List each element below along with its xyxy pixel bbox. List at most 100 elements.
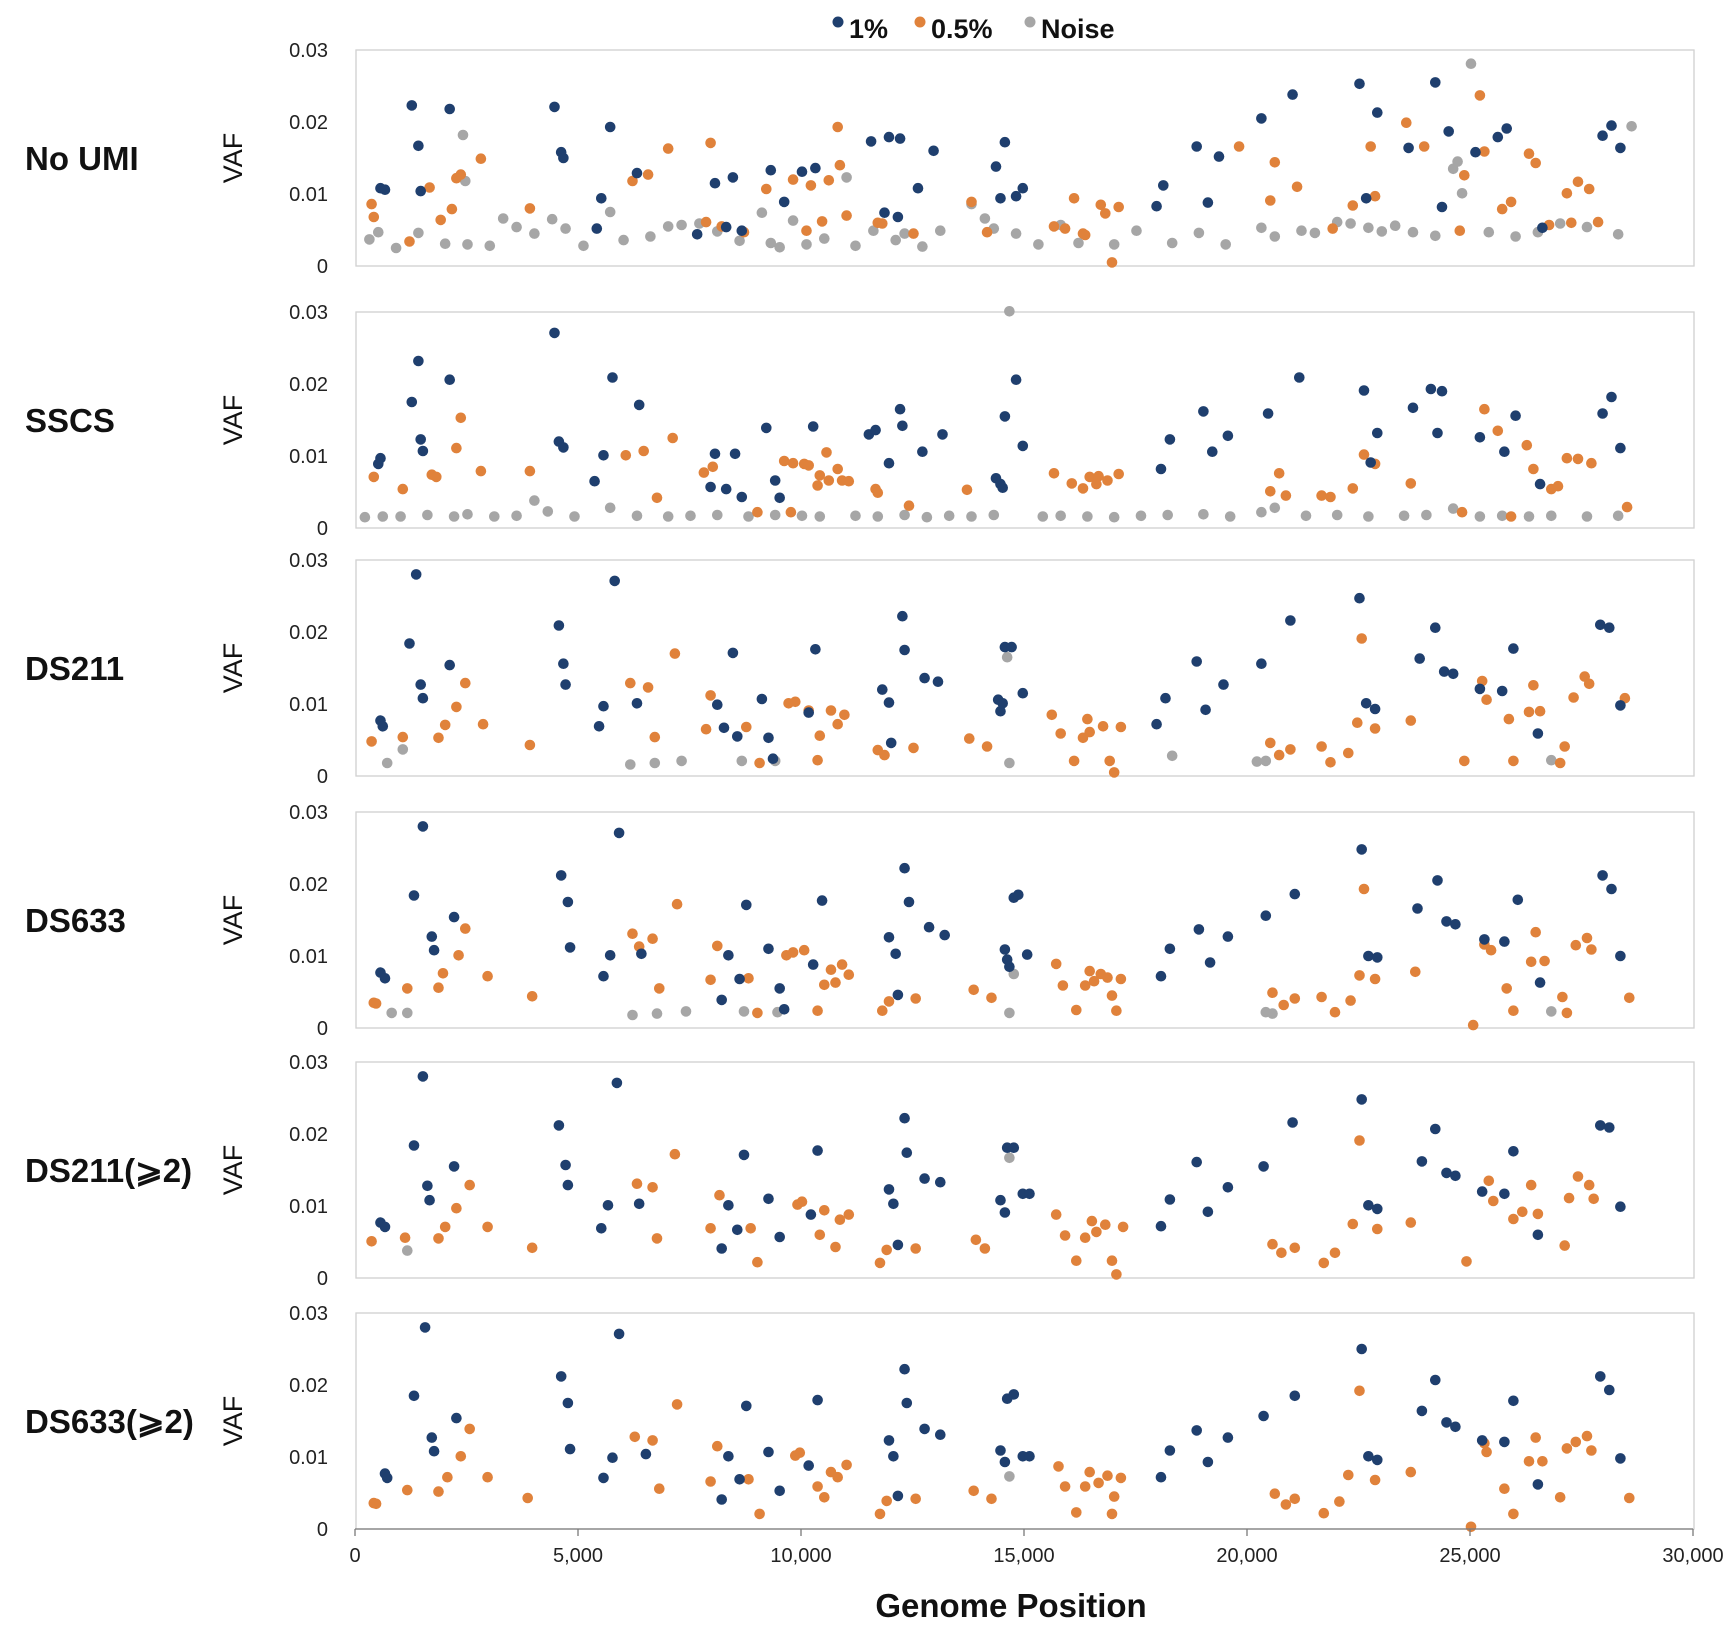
data-point	[654, 983, 665, 994]
data-point	[814, 470, 826, 481]
data-point	[1280, 1499, 1292, 1510]
data-point	[671, 1399, 683, 1410]
data-point	[1369, 973, 1381, 985]
data-point	[1454, 225, 1466, 236]
data-point	[1546, 510, 1557, 522]
data-point	[769, 475, 781, 486]
data-point	[460, 677, 471, 689]
data-point	[897, 420, 908, 432]
data-point	[1327, 223, 1338, 234]
data-point	[700, 723, 712, 735]
data-point	[1492, 425, 1504, 437]
data-point	[910, 1243, 921, 1254]
data-point	[995, 1445, 1006, 1456]
data-point	[1530, 1432, 1541, 1443]
data-point	[1202, 1206, 1214, 1218]
data-point	[1369, 1474, 1381, 1486]
data-point	[1017, 687, 1029, 699]
data-point	[1100, 208, 1111, 219]
data-point	[640, 1448, 652, 1460]
data-point	[1586, 457, 1597, 469]
data-point	[741, 899, 752, 911]
data-point	[564, 1443, 576, 1455]
data-point	[422, 509, 433, 521]
legend-marker-2	[1024, 16, 1036, 28]
data-point	[910, 1493, 921, 1505]
data-point	[705, 137, 716, 149]
data-point	[662, 511, 674, 522]
data-point	[428, 944, 440, 956]
data-point	[1106, 990, 1118, 1001]
panel-label: No UMI	[25, 140, 139, 177]
data-point	[1068, 755, 1080, 767]
data-point	[877, 1005, 888, 1016]
data-point	[816, 216, 828, 227]
data-point	[1416, 1156, 1428, 1167]
data-point	[638, 445, 649, 457]
data-point	[841, 1459, 852, 1471]
data-point	[1358, 385, 1370, 396]
data-point	[359, 511, 371, 523]
data-point	[1369, 703, 1381, 715]
data-point	[1285, 615, 1296, 626]
data-point	[1465, 1521, 1477, 1533]
data-point	[524, 465, 536, 477]
data-point	[598, 450, 609, 461]
data-point	[413, 355, 424, 367]
legend-label-0: 1%	[849, 14, 888, 44]
data-point	[1347, 1218, 1359, 1230]
data-point	[419, 1322, 431, 1333]
y-tick-label: 0.03	[289, 802, 328, 824]
data-point	[1430, 622, 1441, 633]
data-point	[807, 959, 819, 970]
data-point	[734, 1474, 745, 1485]
data-point	[426, 931, 438, 942]
data-point	[1450, 1421, 1461, 1433]
data-point	[979, 1243, 991, 1254]
data-point	[1581, 221, 1593, 233]
data-point	[1191, 1425, 1202, 1436]
data-point	[885, 737, 897, 749]
data-point	[1528, 463, 1539, 475]
data-point	[1155, 1471, 1167, 1483]
data-point	[734, 235, 745, 247]
y-axis-label: VAF	[218, 1396, 248, 1447]
data-point	[1447, 668, 1459, 680]
data-point	[1525, 956, 1537, 968]
data-point	[1280, 490, 1292, 501]
data-point	[1106, 1255, 1118, 1266]
data-point	[999, 944, 1011, 955]
data-point	[1354, 1385, 1365, 1397]
series-0-5pct	[366, 633, 1631, 778]
data-point	[1071, 1507, 1082, 1518]
series-noise	[386, 968, 1557, 1021]
data-point	[712, 509, 723, 521]
data-point	[1430, 77, 1441, 88]
data-point	[1499, 936, 1510, 947]
data-point	[1071, 1004, 1082, 1016]
data-point	[1233, 141, 1245, 152]
data-point	[716, 1494, 727, 1505]
data-point	[787, 174, 799, 185]
data-point	[651, 1008, 663, 1019]
data-point	[812, 1481, 823, 1492]
data-point	[732, 1224, 743, 1236]
data-point	[738, 1149, 750, 1161]
data-point	[801, 239, 812, 250]
data-point	[1615, 950, 1626, 962]
y-tick-label: 0.03	[289, 302, 328, 324]
y-tick-label: 0.03	[289, 40, 328, 62]
data-point	[1004, 306, 1015, 317]
data-point	[1017, 440, 1029, 452]
data-point	[1479, 146, 1490, 157]
data-point	[1082, 511, 1093, 522]
data-point	[1407, 226, 1419, 238]
data-point	[426, 1432, 438, 1443]
data-point	[935, 1176, 946, 1188]
data-point	[943, 510, 955, 522]
data-point	[705, 974, 716, 986]
data-point	[1155, 970, 1167, 982]
data-point	[834, 159, 846, 171]
data-point	[995, 1194, 1006, 1206]
data-point	[604, 206, 616, 218]
